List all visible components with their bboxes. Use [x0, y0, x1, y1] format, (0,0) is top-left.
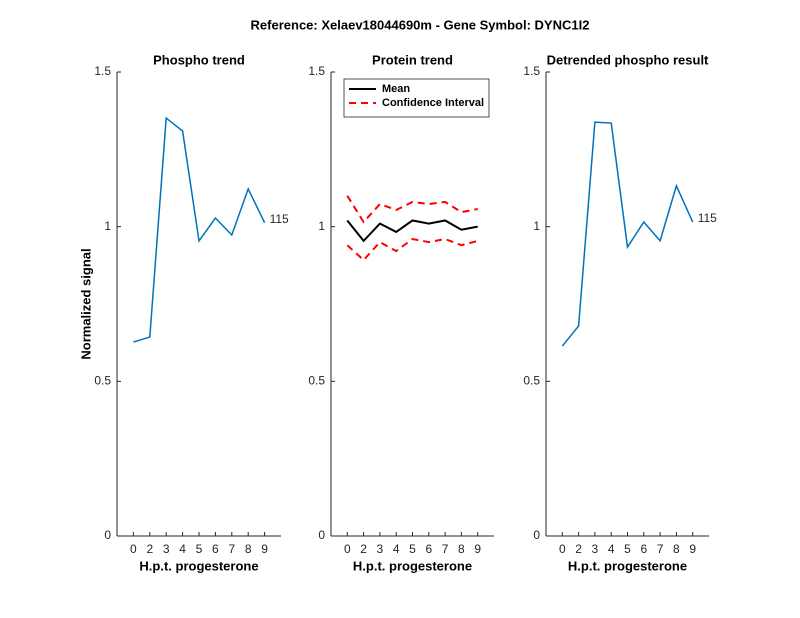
- y-tick-label: 1.5: [523, 64, 540, 78]
- x-tick-label: 2: [575, 542, 582, 556]
- legend-label: Confidence Interval: [382, 97, 484, 109]
- y-tick-label: 1: [533, 219, 540, 233]
- x-tick-label: 7: [442, 542, 449, 556]
- x-tick-label: 3: [592, 542, 599, 556]
- subplot-title: Phospho trend: [153, 52, 245, 67]
- y-tick-label: 1: [104, 219, 111, 233]
- x-tick-label: 8: [458, 542, 465, 556]
- point-annotation: 115: [698, 211, 717, 225]
- x-tick-label: 4: [608, 542, 615, 556]
- x-tick-label: 7: [657, 542, 664, 556]
- x-tick-label: 0: [130, 542, 137, 556]
- y-tick-label: 0.5: [308, 374, 325, 388]
- x-axis-label: H.p.t. progesterone: [568, 558, 687, 573]
- y-tick-label: 1.5: [308, 64, 325, 78]
- x-tick-label: 9: [261, 542, 268, 556]
- point-annotation: 115: [270, 212, 289, 226]
- x-tick-label: 4: [393, 542, 400, 556]
- x-tick-label: 2: [360, 542, 367, 556]
- x-tick-label: 6: [640, 542, 647, 556]
- x-tick-label: 9: [689, 542, 696, 556]
- legend-box: [343, 78, 490, 118]
- series-line: [133, 116, 266, 343]
- x-tick-label: 6: [425, 542, 432, 556]
- x-tick-label: 9: [474, 542, 481, 556]
- figure-title: Reference: Xelaev18044690m - Gene Symbol…: [251, 17, 590, 32]
- x-tick-label: 7: [228, 542, 235, 556]
- series-line: [561, 121, 694, 347]
- y-tick-label: 1: [318, 219, 325, 233]
- y-tick-label: 0: [104, 528, 111, 542]
- series-line: [346, 195, 478, 224]
- x-tick-label: 3: [163, 542, 170, 556]
- y-tick-label: 0.5: [523, 374, 540, 388]
- subplot-title: Detrended phospho result: [547, 52, 709, 67]
- x-tick-label: 5: [409, 542, 416, 556]
- x-tick-label: 0: [559, 542, 566, 556]
- series-line: [346, 237, 478, 262]
- x-tick-label: 3: [377, 542, 384, 556]
- y-axis-label: Normalized signal: [78, 248, 93, 359]
- y-tick-label: 0: [533, 528, 540, 542]
- x-tick-label: 5: [624, 542, 631, 556]
- legend-label: Mean: [382, 83, 410, 95]
- x-axis-label: H.p.t. progesterone: [139, 558, 258, 573]
- x-tick-label: 8: [673, 542, 680, 556]
- subplot-title: Protein trend: [372, 52, 453, 67]
- x-axis-label: H.p.t. progesterone: [353, 558, 472, 573]
- x-tick-label: 5: [196, 542, 203, 556]
- x-tick-label: 4: [179, 542, 186, 556]
- x-tick-label: 2: [146, 542, 153, 556]
- y-tick-label: 1.5: [94, 64, 111, 78]
- y-tick-label: 0.5: [94, 374, 111, 388]
- y-tick-label: 0: [318, 528, 325, 542]
- x-tick-label: 0: [344, 542, 351, 556]
- x-tick-label: 8: [245, 542, 252, 556]
- series-line: [346, 219, 478, 243]
- x-tick-label: 6: [212, 542, 219, 556]
